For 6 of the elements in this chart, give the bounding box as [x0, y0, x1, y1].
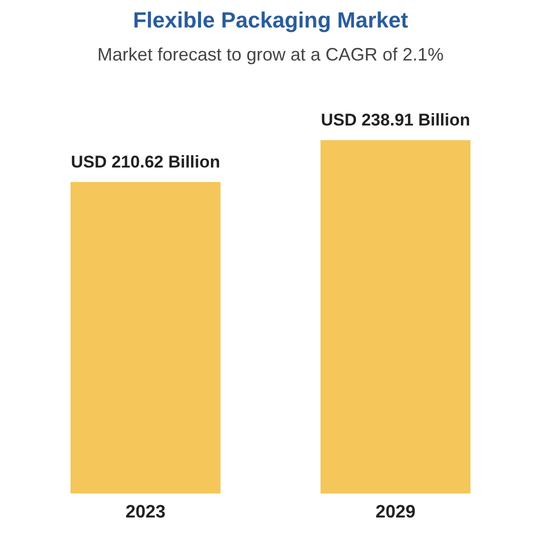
data-label: USD 238.91 Billion — [320, 110, 470, 130]
data-label: USD 210.62 Billion — [70, 152, 220, 172]
chart-title: Flexible Packaging Market — [132, 8, 409, 32]
chart-subtitle: Market forecast to grow at a CAGR of 2.1% — [97, 44, 444, 64]
x-tick-label: 2029 — [375, 502, 416, 522]
x-tick-label: 2023 — [125, 502, 166, 522]
